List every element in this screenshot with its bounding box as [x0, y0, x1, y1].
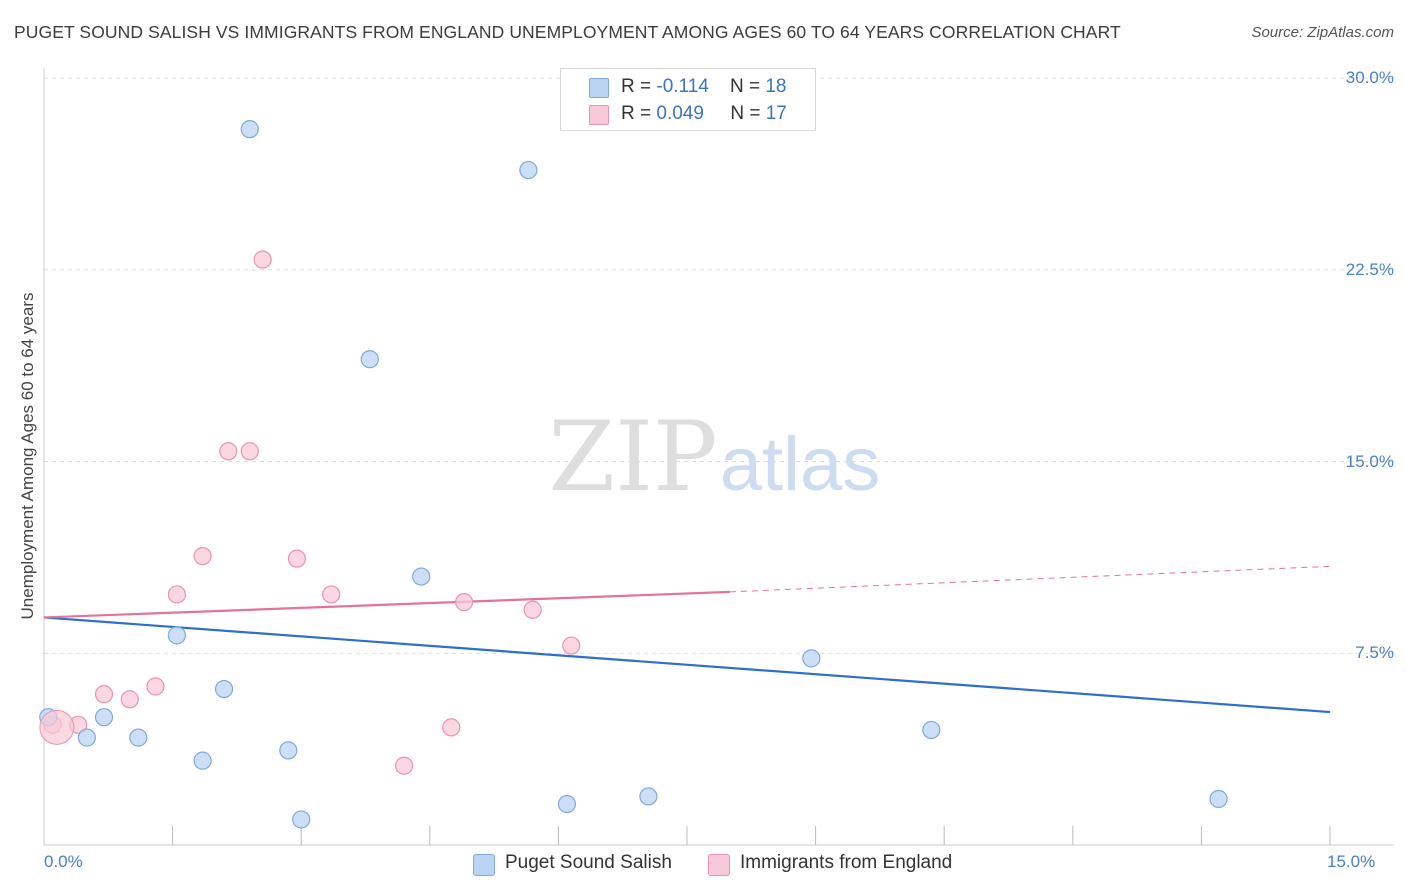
bottom-legend-label: Immigrants from England: [740, 852, 953, 873]
point-england: [94, 685, 114, 704]
point-salish: [292, 810, 311, 829]
bottom-legend-swatch-pink: [708, 854, 730, 876]
point-england: [454, 593, 474, 612]
point-england: [562, 636, 581, 655]
point-england: [523, 600, 542, 619]
point-salish: [94, 708, 114, 727]
chart-title: PUGET SOUND SALISH VS IMMIGRANTS FROM EN…: [14, 22, 1121, 42]
trend-line-england-extension: [729, 565, 1331, 593]
grid-lines: [44, 77, 1394, 654]
bottom-legend-label: Puget Sound Salish: [505, 852, 672, 873]
legend-n-label: N =: [730, 103, 766, 124]
legend-r-value: -0.114: [656, 76, 709, 97]
x-tick-label-min: 0.0%: [44, 852, 83, 871]
point-england: [442, 718, 461, 737]
point-england: [322, 585, 341, 604]
point-salish: [557, 794, 577, 814]
trend-lines: [43, 565, 1331, 714]
point-salish: [412, 567, 431, 586]
legend-swatch-pink: [589, 105, 609, 125]
point-england: [167, 585, 186, 604]
point-salish: [519, 160, 538, 180]
point-salish: [802, 649, 821, 668]
legend-n-value: 18: [765, 76, 787, 97]
legend-r-label: R =: [621, 103, 657, 124]
point-salish: [1209, 789, 1228, 809]
point-salish: [77, 728, 96, 747]
watermark-atlas: atlas: [720, 422, 881, 507]
point-salish: [214, 679, 234, 699]
y-tick-label: 7.5%: [1355, 643, 1394, 663]
y-tick-label: 15.0%: [1345, 451, 1394, 471]
point-england: [240, 442, 259, 461]
watermark: ZIP atlas: [548, 401, 880, 513]
point-england: [394, 756, 414, 775]
point-salish: [129, 728, 148, 747]
point-salish: [639, 787, 658, 806]
stats-legend: R = -0.114 N = 18 R = 0.049 N = 17: [560, 68, 816, 131]
point-england: [253, 250, 272, 269]
point-salish: [360, 350, 379, 369]
point-england: [287, 549, 307, 568]
source-label: Source: ZipAtlas.com: [1251, 24, 1394, 41]
point-england: [120, 690, 139, 709]
legend-r-label: R =: [621, 76, 657, 97]
legend-swatch-blue: [589, 78, 609, 98]
y-tick-label: 30.0%: [1345, 68, 1394, 87]
trend-line-salish: [43, 616, 1331, 714]
data-points: [39, 120, 1228, 829]
point-england-cluster: [39, 709, 75, 745]
point-salish: [922, 720, 941, 740]
point-england: [219, 442, 238, 461]
bottom-legend-swatch-blue: [473, 854, 495, 876]
point-england: [193, 546, 212, 566]
point-salish: [193, 751, 212, 770]
legend-n-value: 17: [765, 103, 787, 124]
legend-n-label: N =: [729, 76, 766, 97]
x-tick-label-max: 15.0%: [1327, 852, 1376, 871]
y-tick-label: 22.5%: [1345, 259, 1394, 279]
legend-r-value: 0.049: [656, 103, 704, 124]
point-salish: [279, 741, 298, 760]
watermark-zip: ZIP: [548, 401, 717, 513]
point-salish: [167, 626, 186, 645]
point-salish: [240, 120, 259, 139]
trend-line-england: [43, 590, 730, 619]
point-england: [146, 677, 165, 696]
